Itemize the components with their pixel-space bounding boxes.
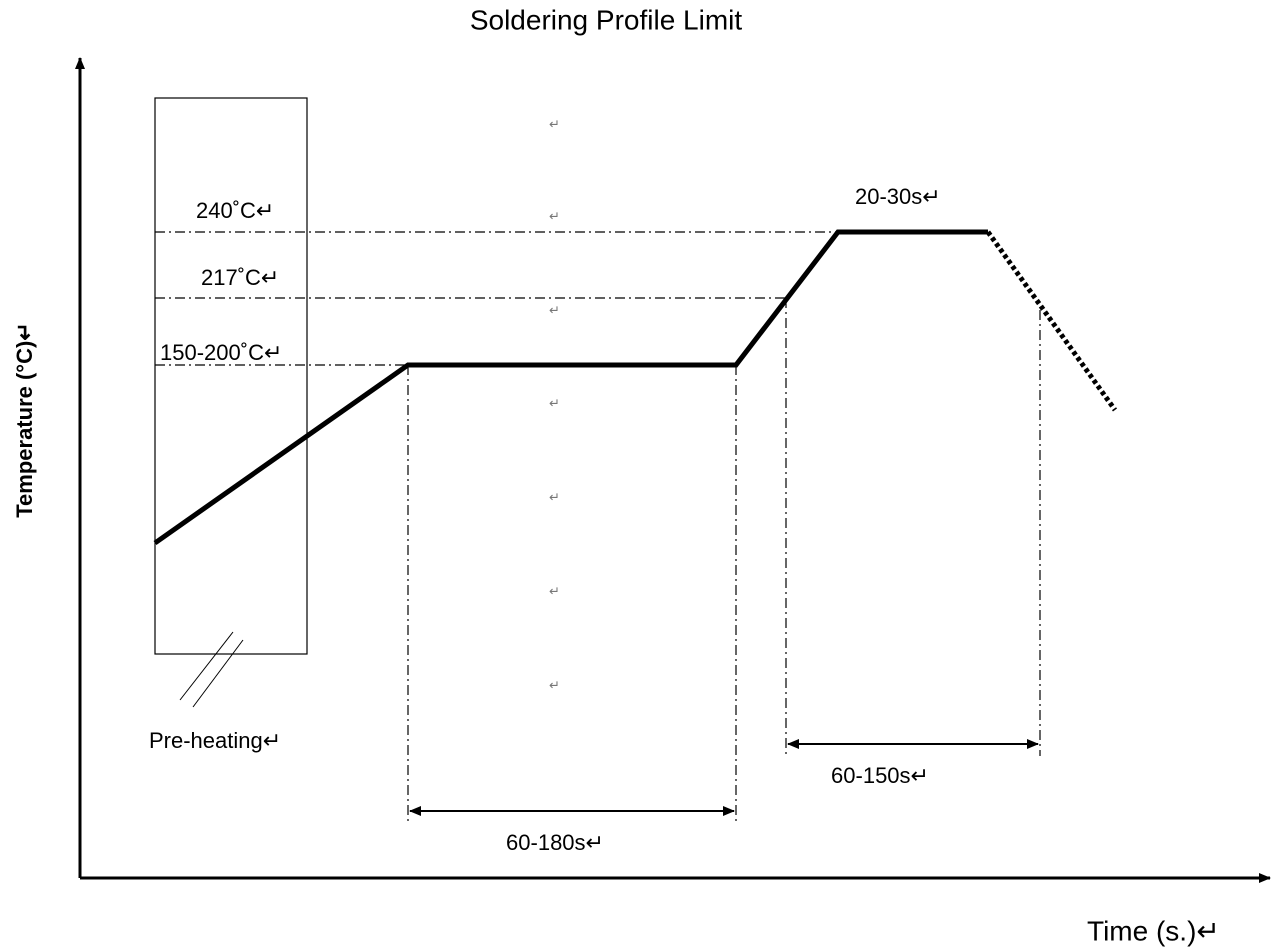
y-axis-label: Temperature (°C)↵ bbox=[12, 322, 37, 518]
x-axis-label: Time (s.)↵ bbox=[1087, 915, 1220, 946]
cooling-line bbox=[985, 230, 1118, 412]
level-label: 150-200˚C↵ bbox=[160, 340, 282, 365]
marker: ↵ bbox=[549, 208, 560, 223]
marker: ↵ bbox=[549, 116, 560, 131]
preheat-label: Pre-heating↵ bbox=[149, 728, 281, 753]
duration-label: 60-180s↵ bbox=[506, 830, 604, 855]
title: Soldering Profile Limit bbox=[470, 4, 743, 35]
level-label: 217˚C↵ bbox=[201, 265, 279, 290]
marker: ↵ bbox=[549, 583, 560, 598]
marker: ↵ bbox=[549, 489, 560, 504]
hatch bbox=[192, 639, 244, 708]
marker: ↵ bbox=[549, 302, 560, 317]
marker: ↵ bbox=[549, 395, 560, 410]
marker: ↵ bbox=[549, 677, 560, 692]
preheat-box bbox=[154, 97, 308, 655]
duration-label: 20-30s↵ bbox=[855, 184, 941, 209]
duration-label: 60-150s↵ bbox=[831, 763, 929, 788]
profile-line bbox=[153, 229, 988, 546]
hatch bbox=[179, 631, 234, 701]
level-label: 240˚C↵ bbox=[196, 198, 274, 223]
